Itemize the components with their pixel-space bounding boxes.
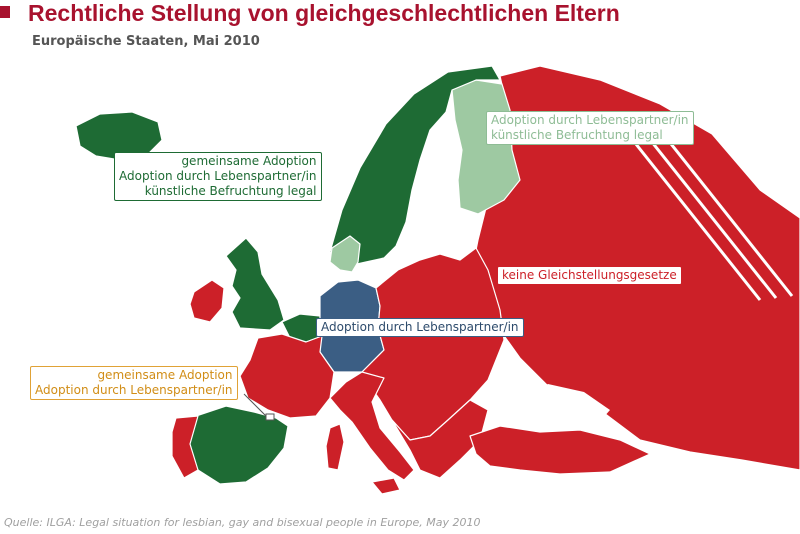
label-line: keine Gleichstellungsgesetze [502, 268, 677, 282]
label-line: gemeinsame Adoption [181, 154, 317, 168]
map-edge-stripes [618, 119, 794, 301]
label-line: künstliche Befruchtung legal [491, 128, 663, 142]
region-turkey [469, 425, 651, 475]
region-iceland [75, 111, 163, 161]
label-line: künstliche Befruchtung legal [144, 184, 317, 198]
label-line: Adoption durch Lebenspartner/in [321, 320, 519, 334]
label-line: Adoption durch Lebenspartner/in [119, 169, 317, 183]
region-balkans [391, 399, 489, 479]
region-uk [225, 237, 285, 331]
source-note: Quelle: ILGA: Legal situation for lesbia… [4, 516, 481, 529]
label-full-rights: gemeinsame Adoption Adoption durch Leben… [114, 152, 322, 201]
region-denmark [329, 235, 361, 273]
page-title: Rechtliche Stellung von gleichgeschlecht… [28, 0, 620, 26]
label-line: Adoption durch Lebenspartner/in [35, 383, 233, 397]
region-sicily [371, 477, 401, 495]
region-scandinavia [329, 65, 501, 267]
label-joint-and-partner: gemeinsame Adoption Adoption durch Leben… [30, 366, 238, 400]
region-france [239, 333, 335, 419]
page-subtitle: Europäische Staaten, Mai 2010 [32, 34, 260, 49]
callout-line [243, 393, 275, 421]
label-partner-adoption: Adoption durch Lebenspartner/in [316, 318, 524, 337]
region-ireland [189, 279, 225, 323]
label-partner-insemination: Adoption durch Lebenspartner/in künstlic… [486, 111, 694, 145]
region-italy [329, 371, 415, 481]
label-line: gemeinsame Adoption [97, 368, 233, 382]
title-marker [0, 6, 10, 18]
label-line: Adoption durch Lebenspartner/in [491, 113, 689, 127]
black-sea [520, 384, 610, 426]
region-portugal [171, 415, 199, 479]
label-no-equality: keine Gleichstellungsgesetze [497, 266, 682, 285]
region-sardinia [325, 423, 345, 471]
